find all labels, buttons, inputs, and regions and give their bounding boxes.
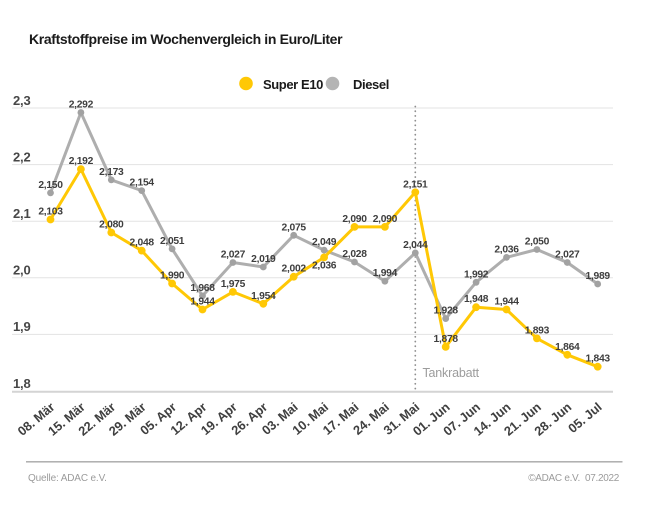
svg-text:1,944: 1,944 <box>494 297 519 308</box>
svg-text:1,954: 1,954 <box>251 291 276 302</box>
svg-text:2,027: 2,027 <box>221 250 246 261</box>
svg-text:2,050: 2,050 <box>525 237 550 248</box>
svg-text:2,080: 2,080 <box>99 220 124 231</box>
svg-text:Quelle: ADAC e.V.: Quelle: ADAC e.V. <box>28 473 107 484</box>
svg-text:2,036: 2,036 <box>494 244 519 255</box>
svg-text:2,019: 2,019 <box>251 254 276 265</box>
svg-text:2,049: 2,049 <box>312 237 337 248</box>
svg-text:2,0: 2,0 <box>13 263 30 278</box>
svg-text:2,036: 2,036 <box>312 261 337 272</box>
svg-text:1,990: 1,990 <box>160 271 185 282</box>
svg-text:1,948: 1,948 <box>464 294 489 305</box>
svg-text:1,878: 1,878 <box>434 334 459 345</box>
svg-text:Kraftstoffpreise im Wochenverg: Kraftstoffpreise im Wochenvergleich in E… <box>29 31 343 47</box>
svg-text:2,027: 2,027 <box>555 250 580 261</box>
svg-text:1,893: 1,893 <box>525 325 550 336</box>
svg-text:2,3: 2,3 <box>13 93 30 108</box>
svg-text:2,044: 2,044 <box>403 240 428 251</box>
svg-text:1,975: 1,975 <box>221 279 246 290</box>
svg-text:1,989: 1,989 <box>586 271 611 282</box>
svg-text:©ADAC e.V. 07.2022: ©ADAC e.V. 07.2022 <box>528 473 620 484</box>
svg-text:1,928: 1,928 <box>434 306 459 317</box>
svg-text:2,075: 2,075 <box>282 222 307 233</box>
svg-text:05. Jul: 05. Jul <box>565 399 605 436</box>
svg-text:2,192: 2,192 <box>69 156 94 167</box>
svg-text:2,151: 2,151 <box>403 179 428 190</box>
svg-text:1,994: 1,994 <box>373 268 398 279</box>
svg-text:2,002: 2,002 <box>282 264 307 275</box>
svg-text:1,8: 1,8 <box>13 376 30 391</box>
svg-text:Super E10: Super E10 <box>263 77 323 92</box>
svg-text:1,968: 1,968 <box>190 283 215 294</box>
svg-text:2,103: 2,103 <box>38 207 63 218</box>
svg-text:2,090: 2,090 <box>373 214 398 225</box>
svg-text:2,1: 2,1 <box>13 206 30 221</box>
svg-text:1,992: 1,992 <box>464 269 489 280</box>
svg-text:Tankrabatt: Tankrabatt <box>423 366 480 380</box>
svg-text:2,028: 2,028 <box>342 249 367 260</box>
svg-text:2,090: 2,090 <box>342 214 367 225</box>
svg-text:2,150: 2,150 <box>38 180 63 191</box>
svg-text:2,048: 2,048 <box>130 238 155 249</box>
svg-text:2,051: 2,051 <box>160 236 185 247</box>
svg-text:1,864: 1,864 <box>555 342 580 353</box>
svg-text:1,944: 1,944 <box>190 297 215 308</box>
svg-text:2,154: 2,154 <box>130 178 155 189</box>
svg-text:2,173: 2,173 <box>99 167 124 178</box>
svg-text:1,843: 1,843 <box>586 354 611 365</box>
svg-text:Diesel: Diesel <box>353 77 389 92</box>
svg-text:2,292: 2,292 <box>69 100 94 111</box>
svg-text:1,9: 1,9 <box>13 319 30 334</box>
svg-text:2,2: 2,2 <box>13 149 30 164</box>
